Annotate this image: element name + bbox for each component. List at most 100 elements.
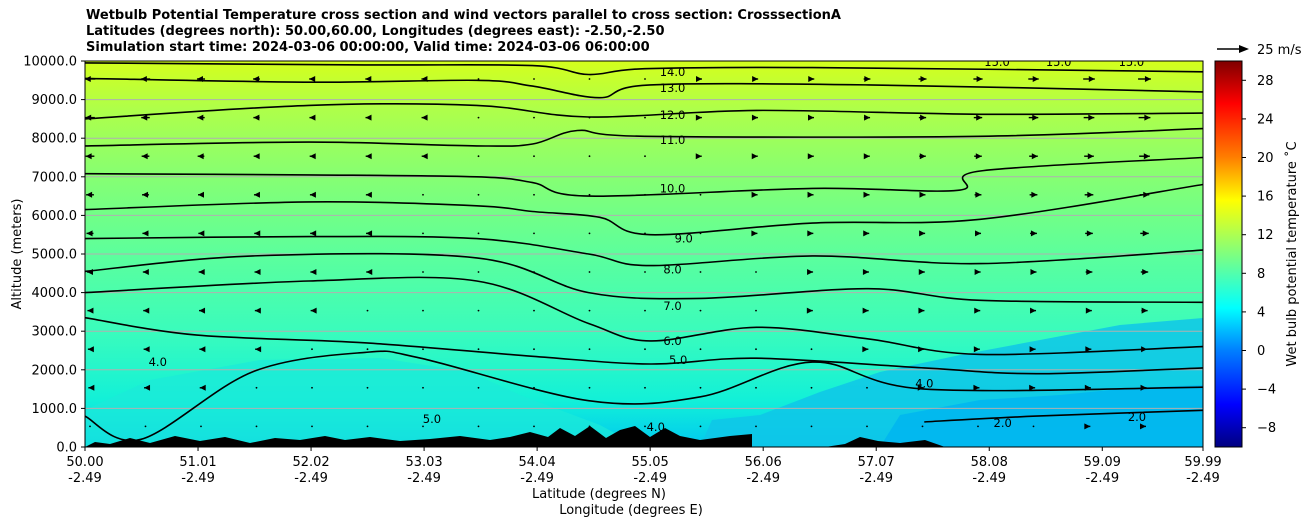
wind-vector-dot (366, 386, 369, 389)
wind-vector-arrowhead-icon (1142, 269, 1149, 275)
wind-vector-arrowhead-icon (751, 153, 758, 160)
contour-label: 11.0 (660, 133, 686, 147)
wind-vector-dot (644, 155, 646, 158)
wind-vector-arrowhead-icon (1031, 191, 1038, 198)
contour-label: 6.0 (663, 334, 681, 348)
wind-vector-arrowhead-icon (254, 307, 261, 314)
wind-vector-arrowhead-icon (695, 114, 702, 121)
wind-vector-dot (533, 193, 535, 196)
terrain-fill (85, 426, 945, 447)
x-tick-label-latitude: 58.08 (971, 455, 1008, 470)
wind-vector-arrowhead-icon (309, 191, 316, 198)
y-tick-label: 3000.0 (32, 325, 78, 340)
colorbar-tick-label: 4 (1257, 305, 1265, 320)
wind-vector-arrowhead-icon (1029, 346, 1036, 353)
wind-vector-arrowhead-icon (1031, 153, 1038, 160)
wind-vector-arrowhead-icon (808, 114, 815, 121)
wind-vector-arrowhead-icon (142, 269, 149, 275)
wind-vector-arrowhead-icon (1087, 191, 1094, 198)
wind-vector-dot (588, 309, 591, 312)
wind-vector-arrowhead-icon (86, 230, 93, 237)
contour-label: 15.0 (984, 55, 1010, 69)
x-axis-label-longitude: Longitude (degrees E) (559, 503, 703, 518)
wind-vector-arrowhead-icon (806, 307, 813, 314)
y-tick-label: 0.0 (56, 441, 77, 456)
contour-line (85, 235, 1203, 267)
wind-vector-arrowhead-icon (976, 76, 983, 82)
contour-line (85, 156, 1203, 197)
quiver-key: 25 m/s (1217, 43, 1302, 58)
wind-vector-arrowhead-icon (142, 191, 149, 198)
wind-vector-dot (477, 232, 480, 235)
wind-vector-arrowhead-icon (864, 114, 871, 121)
wind-vector-arrowhead-icon (975, 191, 982, 198)
wind-vector-dot (644, 271, 646, 273)
contour-label: 9.0 (675, 232, 693, 246)
wind-vector-dot (699, 309, 702, 312)
wind-vector-arrowhead-icon (976, 114, 983, 121)
wind-vector-dot (755, 425, 757, 428)
x-tick-label-latitude: 54.04 (519, 455, 556, 470)
wind-vector-dot (644, 78, 646, 80)
x-tick-label-latitude: 57.07 (858, 455, 895, 470)
colorbar-tick-label: 24 (1257, 112, 1274, 127)
wind-vector-dot (533, 425, 535, 428)
wind-vector-dot (200, 425, 202, 428)
wind-vector-arrowhead-icon (309, 153, 316, 160)
quiver-key-arrowhead-icon (1239, 45, 1249, 53)
wind-vector-dot (810, 348, 813, 351)
wind-vector-dot (422, 232, 424, 235)
wind-vector-dot (477, 309, 480, 312)
wind-vector-arrowhead-icon (310, 307, 317, 314)
wind-vector-dot (755, 386, 757, 389)
wind-vector-dot (422, 309, 424, 312)
wind-vector-arrowhead-icon (421, 114, 428, 121)
x-tick-label-longitude: -2.49 (181, 471, 215, 486)
contour-label: 14.0 (660, 65, 686, 79)
wind-vector-dot (422, 193, 424, 196)
wind-vector-arrowhead-icon (1032, 114, 1039, 121)
wind-vector-arrowhead-icon (751, 230, 758, 237)
wind-vector-arrowhead-icon (199, 384, 206, 391)
wind-vector-arrowhead-icon (310, 269, 317, 275)
y-tick-label: 10000.0 (23, 55, 77, 70)
x-tick-label-longitude: -2.49 (68, 471, 102, 486)
wind-vector-arrowhead-icon (974, 269, 981, 275)
wind-vector-dot (755, 309, 757, 312)
x-tick-label-longitude: -2.49 (746, 471, 780, 486)
wind-vector-dot (477, 425, 480, 428)
x-tick-label-latitude: 55.05 (632, 455, 669, 470)
wind-vector-dot (477, 271, 480, 273)
wind-vector-arrowhead-icon (975, 153, 982, 160)
colorbar-tick-label: 16 (1257, 190, 1274, 205)
contour-label: 4.0 (647, 420, 665, 434)
wind-vector-arrowhead-icon (143, 307, 150, 314)
colorbar-tick-label: 0 (1257, 344, 1265, 359)
wind-vector-arrowhead-icon (920, 114, 927, 121)
x-tick-label-latitude: 51.01 (179, 455, 216, 470)
wind-vector-dot (588, 348, 591, 351)
chart-title: Wetbulb Potential Temperature cross sect… (86, 8, 841, 56)
wind-vector-arrowhead-icon (421, 153, 428, 160)
contour-label: 8.0 (663, 262, 681, 276)
wind-vector-arrowhead-icon (1032, 76, 1039, 82)
wind-vector-dot (699, 348, 702, 351)
wind-vector-arrowhead-icon (1086, 269, 1093, 275)
wind-vector-dot (699, 425, 702, 428)
wind-vector-arrowhead-icon (253, 114, 260, 121)
contour-label: 15.0 (1119, 55, 1145, 69)
wind-vector-arrowhead-icon (88, 384, 95, 391)
wind-vector-dot (422, 271, 424, 273)
contour-line (924, 409, 1203, 423)
contour-line (85, 350, 1203, 442)
wind-vector-arrowhead-icon (365, 76, 372, 82)
wind-vector-dot (422, 425, 424, 428)
y-axis-label: Altitude (meters) (10, 199, 25, 310)
horizontal-grid (85, 61, 1203, 447)
wind-vector-dot (477, 116, 480, 119)
wind-vector-arrowhead-icon (309, 114, 316, 121)
wind-vector-arrowhead-icon (144, 384, 151, 391)
wind-vector-arrowhead-icon (862, 269, 869, 275)
wind-vector-arrowhead-icon (253, 76, 260, 82)
